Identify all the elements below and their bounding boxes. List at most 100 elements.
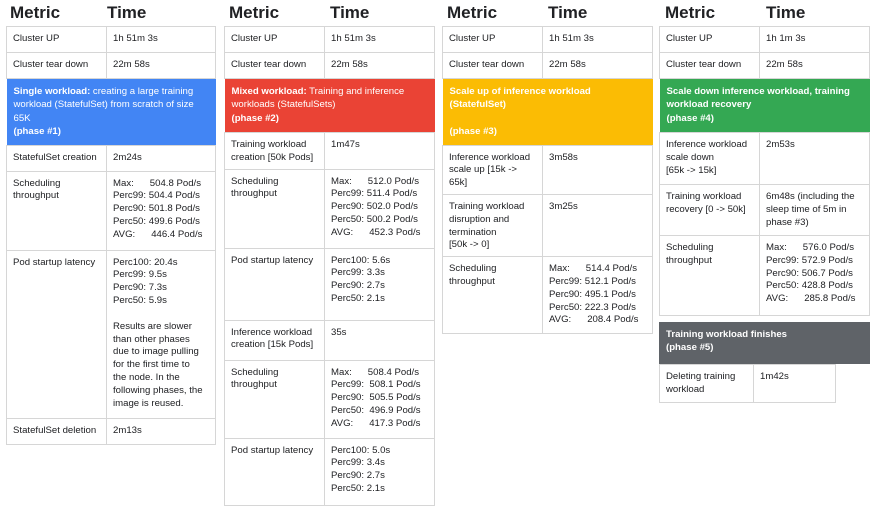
phase-banner: Training workload finishes (phase #5) <box>659 322 870 364</box>
time-cell: 2m24s <box>106 144 216 172</box>
metric-cell: Cluster UP <box>6 26 107 53</box>
table-row: Inference workload creation [15k Pods] 3… <box>224 319 435 361</box>
time-cell: 22m 58s <box>324 52 435 79</box>
metric-cell: Training workload disruption and termina… <box>442 194 543 258</box>
metric-cell: Cluster tear down <box>442 52 543 79</box>
time-header: Time <box>107 3 147 22</box>
banner-phase: (phase #4) <box>666 112 714 124</box>
table-row: Scheduling throughput Max: 504.8 Pod/s P… <box>6 170 216 251</box>
table-row: Cluster UP 1h 51m 3s <box>224 26 435 53</box>
phase-banner: Scale up of inference workload (Stateful… <box>442 78 653 146</box>
table-header: Metric Time <box>224 0 435 26</box>
phase-banner: Scale down inference workload, training … <box>659 78 870 133</box>
time-cell: Max: 508.4 Pod/s Perc99: 508.1 Pod/s Per… <box>324 359 435 439</box>
time-cell: 3m25s <box>542 194 653 258</box>
time-cell: 1m47s <box>324 132 435 170</box>
table-row: Scheduling throughput Max: 514.4 Pod/s P… <box>442 256 653 335</box>
table-row: Cluster UP 1h 51m 3s <box>6 26 216 53</box>
table-row: Inference workload scale down [65k -> 15… <box>659 132 870 185</box>
metric-cell: Pod startup latency <box>6 249 107 419</box>
table-header: Metric Time <box>442 0 653 26</box>
time-header: Time <box>330 3 370 22</box>
latency-note: Results are slower than other phases due… <box>113 320 203 409</box>
metric-cell: Cluster tear down <box>224 52 325 79</box>
metric-cell: Scheduling throughput <box>659 235 760 316</box>
metric-cell: Cluster tear down <box>6 52 107 79</box>
table-row: Cluster tear down 22m 58s <box>442 52 653 79</box>
phase-1-table: Metric Time Cluster UP 1h 51m 3s Cluster… <box>6 0 216 445</box>
table-row: Training workload creation [50k Pods] 1m… <box>224 132 435 170</box>
metric-header: Metric <box>10 3 61 22</box>
metric-header: Metric <box>665 3 716 22</box>
phase-4-table: Metric Time Cluster UP 1h 1m 3s Cluster … <box>659 0 870 403</box>
time-cell: Perc100: 5.6s Perc99: 3.3s Perc90: 2.7s … <box>324 247 435 321</box>
phase-banner: Mixed workload: Training and inference w… <box>224 78 435 133</box>
metric-cell: Training workload recovery [0 -> 50k] <box>659 184 760 236</box>
metric-cell: Inference workload scale up [15k -> 65k] <box>442 144 543 196</box>
table-row: Cluster tear down 22m 58s <box>659 52 870 79</box>
banner-text: Training and inference workloads (Statef… <box>231 86 405 111</box>
banner-phase: (phase #1) <box>13 126 61 138</box>
time-cell: 2m13s <box>106 417 216 445</box>
metric-cell: Scheduling throughput <box>6 170 107 251</box>
table-header: Metric Time <box>659 0 870 26</box>
banner-phase: (phase #2) <box>231 112 279 124</box>
table-row: Pod startup latency Perc100: 5.0s Perc99… <box>224 437 435 506</box>
metric-cell: Training workload creation [50k Pods] <box>224 132 325 170</box>
table-row: Deleting training workload 1m42s <box>659 364 836 403</box>
metric-cell: Inference workload scale down [65k -> 15… <box>659 132 760 185</box>
metric-cell: Deleting training workload <box>659 364 754 403</box>
metric-cell: Cluster UP <box>659 26 760 53</box>
time-cell: 1h 51m 3s <box>542 26 653 53</box>
metric-cell: Scheduling throughput <box>224 168 325 249</box>
time-cell: Max: 512.0 Pod/s Perc99: 511.4 Pod/s Per… <box>324 168 435 249</box>
metric-cell: StatefulSet deletion <box>6 417 107 445</box>
phase-3-table: Metric Time Cluster UP 1h 51m 3s Cluster… <box>442 0 653 335</box>
time-cell: Perc100: 5.0s Perc99: 3.4s Perc90: 2.7s … <box>324 437 435 506</box>
table-row: Training workload disruption and termina… <box>442 194 653 258</box>
time-cell: 1m42s <box>753 364 836 403</box>
table-row: Cluster UP 1h 1m 3s <box>659 26 870 53</box>
metric-cell: StatefulSet creation <box>6 144 107 172</box>
banner-title: Single workload: <box>13 86 91 97</box>
phase-banner: Single workload: creating a large traini… <box>6 78 216 146</box>
time-cell: 22m 58s <box>759 52 870 79</box>
time-cell: 6m48s (including the sleep time of 5m in… <box>759 184 870 236</box>
metric-cell: Cluster tear down <box>659 52 760 79</box>
metric-header: Metric <box>447 3 498 22</box>
table-row: Cluster tear down 22m 58s <box>224 52 435 79</box>
metric-cell: Scheduling throughput <box>224 359 325 439</box>
table-header: Metric Time <box>6 0 216 26</box>
banner-title: Scale down inference workload, training … <box>666 86 850 111</box>
metric-header: Metric <box>229 3 280 22</box>
time-header: Time <box>766 3 806 22</box>
table-row: Cluster UP 1h 51m 3s <box>442 26 653 53</box>
metric-cell: Inference workload creation [15k Pods] <box>224 319 325 361</box>
phase-2-table: Metric Time Cluster UP 1h 51m 3s Cluster… <box>224 0 435 506</box>
table-row: StatefulSet deletion 2m13s <box>6 417 216 445</box>
table-row: Training workload recovery [0 -> 50k] 6m… <box>659 184 870 236</box>
time-cell: 3m58s <box>542 144 653 196</box>
table-row: Scheduling throughput Max: 576.0 Pod/s P… <box>659 235 870 316</box>
banner-text: creating a large training workload (Stat… <box>13 86 194 124</box>
table-row: Inference workload scale up [15k -> 65k]… <box>442 144 653 196</box>
time-cell: Max: 504.8 Pod/s Perc99: 504.4 Pod/s Per… <box>106 170 216 251</box>
table-row: Pod startup latency Perc100: 5.6s Perc99… <box>224 247 435 321</box>
banner-title: Scale up of inference workload (Stateful… <box>449 86 591 111</box>
time-cell: Max: 576.0 Pod/s Perc99: 572.9 Pod/s Per… <box>759 235 870 316</box>
metric-cell: Pod startup latency <box>224 437 325 506</box>
time-header: Time <box>548 3 588 22</box>
banner-title: Mixed workload: <box>231 86 307 97</box>
table-row: Pod startup latency Perc100: 20.4s Perc9… <box>6 249 216 419</box>
table-row: Scheduling throughput Max: 512.0 Pod/s P… <box>224 168 435 249</box>
time-cell: Max: 514.4 Pod/s Perc99: 512.1 Pod/s Per… <box>542 256 653 335</box>
time-values: Perc100: 20.4s Perc99: 9.5s Perc90: 7.3s… <box>113 256 178 307</box>
banner-phase: (phase #3) <box>449 126 497 138</box>
metric-cell: Scheduling throughput <box>442 256 543 335</box>
metric-cell: Cluster UP <box>442 26 543 53</box>
metric-cell: Cluster UP <box>224 26 325 53</box>
table-row: StatefulSet creation 2m24s <box>6 144 216 172</box>
time-cell: 1h 51m 3s <box>324 26 435 53</box>
time-cell: 22m 58s <box>542 52 653 79</box>
banner-phase: (phase #5) <box>666 342 714 354</box>
